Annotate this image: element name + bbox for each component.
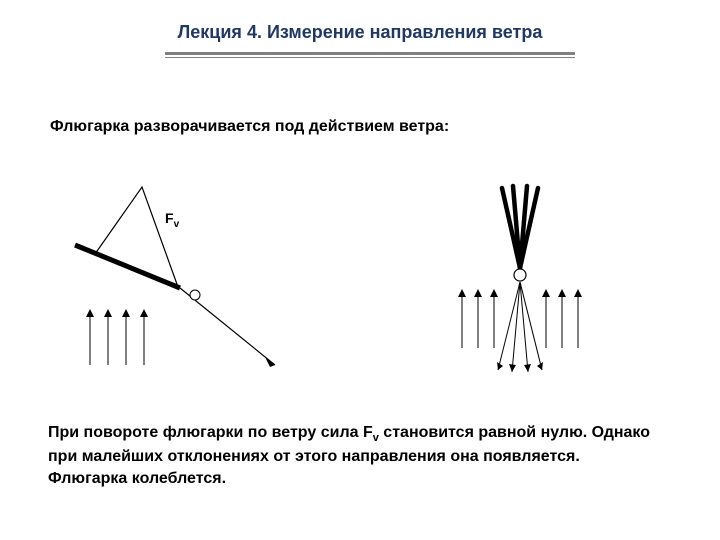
diagrams-area: Fv	[50, 160, 670, 390]
header-rule	[165, 52, 575, 58]
vane-diagrams	[50, 160, 670, 390]
intro-text: Флюгарка разворачивается под действием в…	[50, 118, 449, 136]
footer-paragraph: При повороте флюгарки по ветру сила Fv с…	[48, 422, 658, 489]
force-label: Fv	[165, 210, 179, 230]
page-title: Лекция 4. Измерение направления ветра	[0, 22, 720, 43]
